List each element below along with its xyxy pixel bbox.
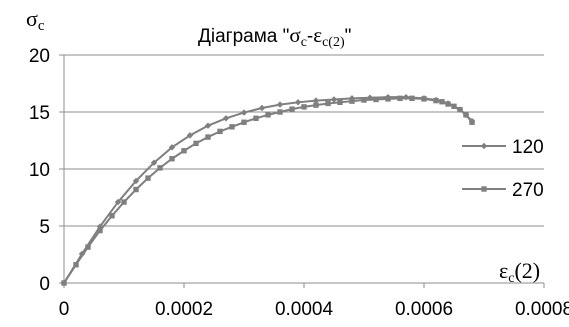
svg-text:εc(2): εc(2) (499, 258, 540, 286)
y-axis-label: σc (26, 6, 45, 34)
series-line (63, 96, 473, 284)
data-point (373, 96, 379, 103)
data-point (312, 97, 320, 104)
y-tick-label: 20 (29, 46, 50, 67)
data-point (114, 198, 122, 206)
data-point (361, 97, 367, 103)
x-axis-label-symbol: ε (499, 258, 508, 283)
data-point (469, 119, 475, 125)
data-point (349, 98, 355, 104)
data-point (222, 115, 230, 122)
data-point (61, 280, 67, 286)
series-layer (60, 93, 476, 287)
y-tick-label: 15 (29, 103, 50, 124)
legend-label: 270 (512, 180, 544, 201)
data-point (337, 99, 343, 106)
legend-item-120: 120 (462, 137, 544, 158)
ticks-layer: 0 5 10 15 20 0 0.0002 0.0004 0.0006 0.0008 (29, 46, 569, 320)
data-point (330, 96, 338, 103)
data-point (397, 95, 403, 102)
data-point (168, 144, 176, 151)
data-point (402, 93, 410, 101)
data-point (409, 95, 415, 102)
data-point (253, 115, 259, 121)
data-point (157, 165, 163, 171)
data-point (205, 134, 211, 140)
x-axis-label-sub: c (508, 271, 514, 286)
data-point (265, 112, 271, 118)
x-axis-label: εc(2) (499, 258, 540, 286)
data-point (193, 140, 199, 147)
data-point (145, 175, 151, 181)
data-point (73, 262, 79, 268)
data-point (433, 97, 439, 104)
chart-title-eps: ε (313, 23, 322, 47)
data-point (439, 99, 445, 105)
data-point (204, 122, 212, 129)
data-point (276, 101, 284, 108)
chart-title-suffix: " (345, 26, 352, 47)
data-point (240, 109, 248, 116)
data-point (451, 103, 457, 109)
data-point (457, 107, 463, 113)
y-tick-label: 0 (39, 274, 50, 295)
grid-layer (64, 54, 544, 227)
y-axis-label-symbol: σ (26, 6, 38, 31)
data-point (258, 104, 266, 112)
chart-title-eps-sub: c(2) (322, 35, 345, 50)
legend-label: 120 (512, 137, 544, 158)
data-point (97, 227, 103, 234)
data-point (277, 109, 283, 115)
data-point (133, 186, 139, 193)
data-point (289, 106, 295, 112)
y-tick-label: 10 (29, 160, 50, 181)
chart-title-dash: - (307, 26, 313, 47)
data-point (385, 96, 391, 102)
chart-title-prefix: Діаграма " (198, 26, 289, 47)
y-axis-label-sub: c (38, 18, 45, 34)
data-point (217, 128, 223, 135)
y-tick-label: 5 (39, 217, 50, 238)
data-point (301, 104, 307, 110)
x-tick-label: 0 (59, 299, 70, 320)
x-tick-label: 0.0006 (395, 299, 453, 320)
series-line (63, 97, 473, 284)
chart-title: Діаграма "σc-εc(2)" (198, 23, 351, 50)
legend: 120 270 (462, 137, 544, 201)
x-tick-label: 0.0004 (275, 299, 334, 320)
data-point (169, 156, 175, 162)
data-point (463, 112, 469, 118)
series-120 (60, 93, 476, 287)
chart-title-sigma-sub: c (301, 35, 307, 50)
x-tick-label: 0.0002 (155, 299, 213, 320)
data-point (313, 102, 319, 108)
data-point (241, 119, 247, 125)
data-point (421, 96, 427, 102)
legend-marker (481, 186, 487, 192)
legend-marker (480, 142, 488, 150)
data-point (181, 148, 187, 154)
data-point (85, 244, 91, 250)
data-point (132, 177, 140, 185)
data-point (121, 199, 127, 205)
data-point (109, 213, 115, 219)
data-point (445, 101, 451, 107)
x-axis-label-paren: (2) (514, 258, 540, 283)
data-point (325, 100, 331, 107)
svg-text:Діаграма "σc-εc(2)": Діаграма "σc-εc(2)" (198, 23, 351, 50)
data-point (150, 159, 158, 166)
svg-text:σc: σc (26, 6, 45, 34)
chart-title-sigma: σ (289, 23, 300, 47)
data-point (294, 99, 302, 106)
data-point (229, 124, 235, 130)
legend-item-270: 270 (462, 180, 544, 201)
data-point (186, 132, 194, 139)
series-270 (61, 95, 475, 286)
x-tick-label: 0.0008 (515, 299, 569, 320)
